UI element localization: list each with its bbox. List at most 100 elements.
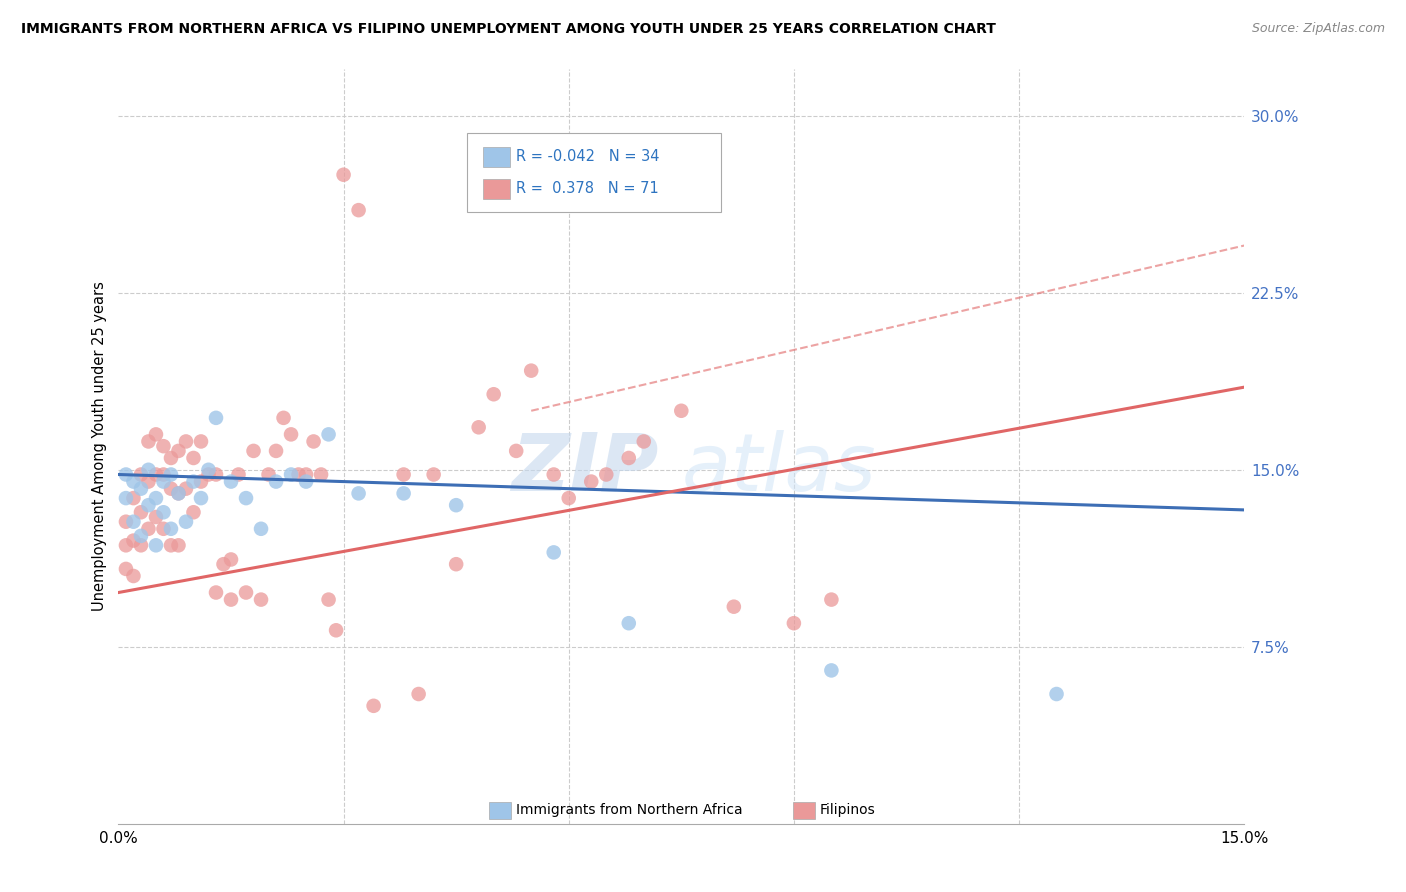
Point [129,529,152,543]
Point [145,538,167,552]
FancyBboxPatch shape [467,133,721,212]
Point [152,475,174,489]
Point [257,467,280,482]
Point [138,475,160,489]
Point [309,467,332,482]
Point [444,558,467,572]
Point [145,510,167,524]
Point [617,450,640,465]
Point [183,475,205,489]
Point [1045,687,1067,701]
Point [190,475,212,489]
Point [235,491,257,505]
Point [347,486,370,500]
Point [318,592,340,607]
Point [190,491,212,505]
FancyBboxPatch shape [489,802,512,819]
FancyBboxPatch shape [484,178,510,199]
Point [392,486,415,500]
Point [325,624,347,638]
Point [160,467,183,482]
Point [122,491,145,505]
Point [115,515,138,529]
Point [138,498,160,512]
Point [287,467,309,482]
Point [633,434,655,449]
Point [467,420,489,434]
Point [250,592,273,607]
Point [482,387,505,401]
Point [138,463,160,477]
Point [167,538,190,552]
Point [122,569,145,583]
Point [595,467,617,482]
Point [219,475,242,489]
Point [205,585,228,599]
Point [167,486,190,500]
Point [152,439,174,453]
FancyBboxPatch shape [793,802,815,819]
Point [219,552,242,566]
Point [160,450,183,465]
Point [295,475,318,489]
Point [115,467,138,482]
Point [152,467,174,482]
Point [520,364,543,378]
Point [318,427,340,442]
Point [219,592,242,607]
Point [145,427,167,442]
Point [129,505,152,519]
Point [197,463,219,477]
Point [250,522,273,536]
Point [392,467,415,482]
Point [444,498,467,512]
Point [138,434,160,449]
Point [115,491,138,505]
Point [129,467,152,482]
Point [295,467,318,482]
Point [174,482,197,496]
Point [408,687,430,701]
Point [558,491,581,505]
Point [235,585,257,599]
Point [145,467,167,482]
Point [129,538,152,552]
Point [122,475,145,489]
Text: Filipinos: Filipinos [820,803,876,817]
Text: R =  0.378   N = 71: R = 0.378 N = 71 [516,181,658,196]
Point [273,410,295,425]
Point [122,515,145,529]
Point [174,515,197,529]
Text: Immigrants from Northern Africa: Immigrants from Northern Africa [516,803,742,817]
Point [152,522,174,536]
Text: R = -0.042   N = 34: R = -0.042 N = 34 [516,149,659,164]
Text: atlas: atlas [682,430,876,508]
Point [543,545,565,559]
Point [212,558,235,572]
Y-axis label: Unemployment Among Youth under 25 years: Unemployment Among Youth under 25 years [93,281,107,611]
Point [115,538,138,552]
Point [264,475,287,489]
Point [820,664,842,678]
Point [167,443,190,458]
Text: IMMIGRANTS FROM NORTHERN AFRICA VS FILIPINO UNEMPLOYMENT AMONG YOUTH UNDER 25 YE: IMMIGRANTS FROM NORTHERN AFRICA VS FILIP… [21,22,995,37]
Point [167,486,190,500]
Point [197,467,219,482]
Point [280,467,302,482]
Point [122,533,145,548]
Point [783,616,806,631]
Point [617,616,640,631]
Point [129,482,152,496]
Point [145,491,167,505]
Point [205,467,228,482]
Point [280,427,302,442]
Point [152,505,174,519]
Point [332,168,354,182]
Point [174,434,197,449]
Text: Source: ZipAtlas.com: Source: ZipAtlas.com [1251,22,1385,36]
Point [543,467,565,482]
Point [190,434,212,449]
Point [160,538,183,552]
Point [422,467,444,482]
Point [242,443,264,458]
